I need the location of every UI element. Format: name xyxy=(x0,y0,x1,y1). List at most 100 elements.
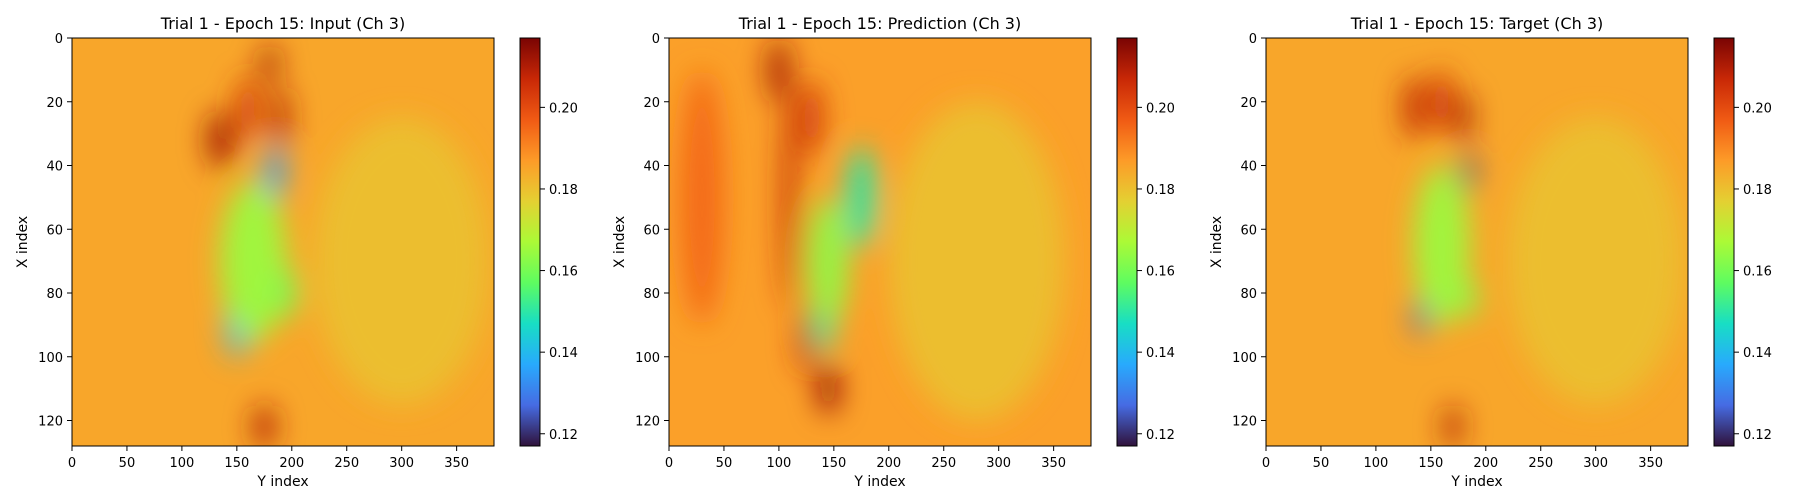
x-tick-label: 300 xyxy=(1583,456,1608,471)
x-tick-label: 150 xyxy=(1418,456,1443,471)
x-tick-label: 0 xyxy=(665,456,673,471)
plot-frame xyxy=(1265,37,1689,447)
colorbar-tick-label: 0.18 xyxy=(1743,183,1772,198)
y-axis-label: X index xyxy=(1209,216,1225,268)
y-tick-label: 20 xyxy=(643,96,660,111)
x-tick-label: 100 xyxy=(169,456,194,471)
y-tick-label: 60 xyxy=(46,223,63,238)
x-tick-label: 350 xyxy=(1638,456,1663,471)
heatmap-feature xyxy=(236,76,259,140)
colorbar-tick-label: 0.12 xyxy=(1743,428,1772,443)
x-tick-label: 50 xyxy=(119,456,136,471)
x-tick-label: 250 xyxy=(1528,456,1553,471)
plot-title: Trial 1 - Epoch 15: Prediction (Ch 3) xyxy=(738,14,1021,33)
x-tick-label: 250 xyxy=(334,456,359,471)
y-tick-label: 80 xyxy=(46,287,63,302)
subplot-2: Trial 1 - Epoch 15: Prediction (Ch 3) 0 50… xyxy=(612,14,1175,490)
y-tick-label: 100 xyxy=(38,351,63,366)
heatmap-feature xyxy=(808,197,849,325)
x-tick-label: 300 xyxy=(389,456,414,471)
heatmap-feature xyxy=(1456,92,1472,144)
heatmap-feature xyxy=(1403,76,1426,140)
heatmap-feature xyxy=(207,111,234,169)
y-tick-label: 120 xyxy=(38,415,63,430)
heatmap-feature xyxy=(845,146,877,249)
x-tick-label: 350 xyxy=(444,456,469,471)
plot-frame xyxy=(668,37,1092,447)
colorbar-tick-label: 0.16 xyxy=(1146,265,1175,280)
colorbar-tick-label: 0.20 xyxy=(1146,101,1175,116)
heatmap-feature xyxy=(679,69,724,325)
heatmap-feature xyxy=(265,146,286,198)
subplot-1: Trial 1 - Epoch 15: Input (Ch 3) 0 50 100 15… xyxy=(15,14,578,490)
x-tick-label: 50 xyxy=(716,456,733,471)
x-tick-label: 100 xyxy=(1363,456,1388,471)
colorbar xyxy=(1713,37,1735,447)
plot-title: Trial 1 - Epoch 15: Target (Ch 3) xyxy=(1350,14,1603,33)
colorbar-tick-label: 0.14 xyxy=(1743,346,1772,361)
heatmap-feature xyxy=(253,404,276,446)
heatmap-feature xyxy=(313,117,490,405)
y-tick-label: 100 xyxy=(635,351,660,366)
y-tick-label: 40 xyxy=(643,160,660,175)
x-tick-label: 350 xyxy=(1041,456,1066,471)
x-axis-label: Y index xyxy=(853,474,905,490)
heatmap-feature xyxy=(767,38,790,102)
x-axis-label: Y index xyxy=(1450,474,1502,490)
y-tick-label: 80 xyxy=(1240,287,1257,302)
heatmap-feature xyxy=(275,267,298,319)
x-tick-label: 200 xyxy=(876,456,901,471)
y-tick-label: 100 xyxy=(1232,351,1257,366)
y-tick-label: 0 xyxy=(652,32,660,47)
y-tick-label: 60 xyxy=(643,223,660,238)
colorbar xyxy=(1116,37,1138,447)
colorbar-tick-label: 0.14 xyxy=(1146,346,1175,361)
heatmap-feature xyxy=(272,85,290,150)
colorbar-tick-label: 0.20 xyxy=(549,101,578,116)
y-axis-label: X index xyxy=(612,216,628,268)
plot-frame xyxy=(71,37,495,447)
subplot-3: Trial 1 - Epoch 15: Target (Ch 3) 0 50 100 1… xyxy=(1209,14,1772,490)
colorbar xyxy=(519,37,541,447)
y-tick-label: 120 xyxy=(635,415,660,430)
y-tick-label: 40 xyxy=(1240,160,1257,175)
heatmap-feature xyxy=(1414,165,1470,325)
x-tick-label: 150 xyxy=(224,456,249,471)
heatmap-feature xyxy=(220,181,287,341)
y-tick-label: 80 xyxy=(643,287,660,302)
heatmap-feature xyxy=(782,85,798,309)
heatmap-feature xyxy=(888,101,1065,421)
heatmap-feature xyxy=(817,363,840,415)
y-axis-label: X index xyxy=(15,216,31,268)
x-tick-label: 50 xyxy=(1313,456,1330,471)
heatmap-feature xyxy=(1444,404,1462,446)
heatmap-feature xyxy=(1460,280,1479,319)
y-tick-label: 20 xyxy=(1240,96,1257,111)
colorbar-tick-label: 0.14 xyxy=(549,346,578,361)
colorbar-tick-label: 0.12 xyxy=(549,428,578,443)
heatmap-feature xyxy=(261,44,279,83)
x-axis-label: Y index xyxy=(256,474,308,490)
x-tick-label: 300 xyxy=(986,456,1011,471)
heatmap-feature xyxy=(797,308,816,373)
heatmap-feature xyxy=(1413,299,1427,338)
heatmap-feature xyxy=(1507,117,1684,405)
colorbar-tick-label: 0.16 xyxy=(549,265,578,280)
y-tick-label: 0 xyxy=(55,32,63,47)
colorbar-tick-label: 0.18 xyxy=(1146,183,1175,198)
x-tick-label: 0 xyxy=(1262,456,1270,471)
x-tick-label: 100 xyxy=(766,456,791,471)
x-tick-label: 150 xyxy=(821,456,846,471)
heatmap-feature xyxy=(1430,69,1453,134)
colorbar-tick-label: 0.12 xyxy=(1146,428,1175,443)
x-tick-label: 0 xyxy=(68,456,76,471)
y-tick-label: 0 xyxy=(1249,32,1257,47)
y-tick-label: 40 xyxy=(46,160,63,175)
heatmap-feature xyxy=(800,79,823,156)
y-tick-label: 60 xyxy=(1240,223,1257,238)
colorbar-tick-label: 0.20 xyxy=(1743,101,1772,116)
y-tick-label: 20 xyxy=(46,96,63,111)
colorbar-tick-label: 0.16 xyxy=(1743,265,1772,280)
y-tick-label: 120 xyxy=(1232,415,1257,430)
